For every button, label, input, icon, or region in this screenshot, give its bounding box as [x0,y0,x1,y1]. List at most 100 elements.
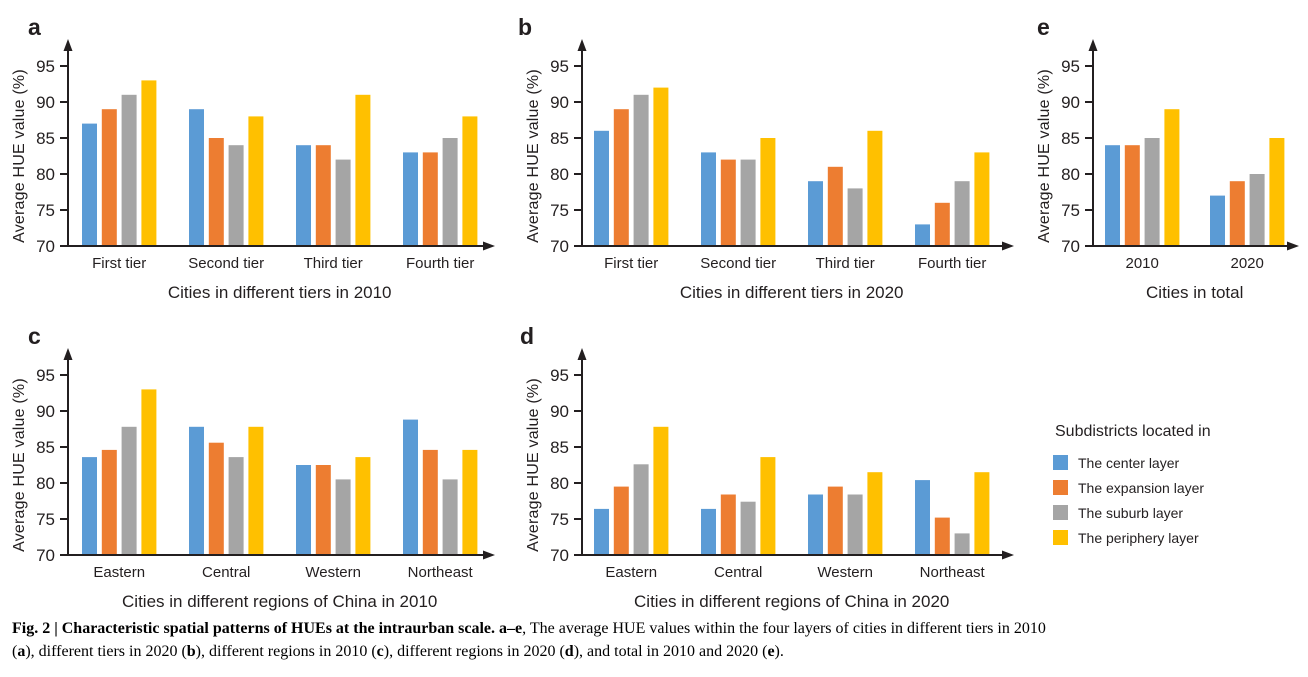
bar-chart-d: Eastern Central Western Northeast 70 75 80 85 90… [525,348,1014,611]
y-tick-label: 85 [550,129,569,148]
bar-expansion-3 [422,449,438,555]
y-axis-title: Average HUE value (%) [525,69,542,243]
bar-expansion-0 [1124,145,1140,246]
legend-title: Subdistricts located in [1055,423,1211,440]
category-label: First tier [92,255,146,272]
y-tick-label: 90 [550,93,569,112]
category-label: 2020 [1231,255,1264,272]
bar-periphery-1 [248,116,264,247]
chart-d-regions-2020: Eastern Central Western Northeast 70 75 80 85 90… [512,341,1019,618]
bar-suburb-0 [633,94,649,246]
y-tick-label: 70 [550,546,569,565]
bar-center-3 [403,152,418,246]
y-axis-title: Average HUE value (%) [11,378,28,552]
y-tick-label: 80 [36,165,55,184]
category-label: Second tier [188,255,264,272]
legend-items: The center layer The expansion layer The s… [1053,450,1303,550]
y-tick-label: 80 [550,165,569,184]
expansion-swatch [1053,480,1068,495]
bar-periphery-0 [653,426,669,555]
bar-suburb-3 [442,138,458,246]
category-label: Central [202,564,250,581]
bar-center-0 [82,123,97,246]
legend-item-suburb: The suburb layer [1053,500,1303,525]
suburb-swatch [1053,505,1068,520]
bar-center-2 [808,494,823,555]
y-axis-title: Average HUE value (%) [525,378,542,552]
panel-c-label: c [28,323,41,349]
category-label: Third tier [816,255,875,272]
bar-expansion-1 [720,494,736,555]
x-axis-arrow [483,241,495,251]
y-axis-title: Average HUE value (%) [11,69,28,243]
bar-center-3 [403,419,418,555]
bar-suburb-0 [633,464,649,555]
bar-expansion-0 [101,449,117,555]
bar-chart-c: Eastern Central Western Northeast 70 75 80 85 90… [11,348,495,611]
category-label: Eastern [605,564,657,581]
bar-center-3 [915,480,930,555]
y-tick-label: 95 [36,366,55,385]
category-label: Eastern [93,564,145,581]
bar-center-3 [915,224,930,246]
bar-expansion-2 [315,465,331,555]
bar-suburb-2 [335,479,351,555]
y-tick-label: 75 [550,510,569,529]
panel-a-label: a [28,14,41,40]
x-axis-arrow [1287,241,1299,251]
y-axis-arrow [577,39,587,51]
x-axis-arrow [483,550,495,560]
y-tick-label: 70 [1061,237,1080,256]
bar-periphery-0 [141,80,157,247]
y-axis-arrow [1088,39,1098,51]
y-tick-label: 75 [1061,201,1080,220]
bar-center-2 [296,145,311,246]
category-label: Western [817,564,873,581]
bar-chart-a: First tier Second tier Third tier Fourth ti… [11,39,495,302]
chart-b-tiers-2020: First tier Second tier Third tier Fourth ti… [512,32,1019,309]
bar-center-0 [82,457,97,555]
figure-caption: Fig. 2 | Characteristic spatial patterns… [12,620,1046,660]
bar-center-1 [701,508,716,555]
bar-periphery-0 [653,87,669,246]
category-label: Northeast [920,564,986,581]
panel-c: c Eastern Central Western Northeast 70 75 80 85… [8,317,508,617]
bar-expansion-2 [827,486,843,555]
x-axis-title: Cities in different tiers in 2020 [680,283,904,302]
bar-expansion-3 [422,152,438,246]
bar-expansion-3 [934,517,950,555]
bar-center-0 [1105,145,1120,246]
y-tick-label: 95 [1061,57,1080,76]
y-axis-arrow [63,348,73,360]
bar-periphery-2 [867,472,883,555]
x-axis-title: Cities in different regions of China in … [634,592,949,611]
bar-center-1 [189,426,204,555]
bar-suburb-1 [740,159,756,246]
category-label: Western [305,564,361,581]
bar-suburb-3 [954,533,970,555]
x-axis-title: Cities in different tiers in 2010 [168,283,392,302]
panel-d-label: d [520,323,535,349]
y-tick-label: 95 [550,57,569,76]
y-tick-label: 90 [550,402,569,421]
panel-e: e 2010 2020 70 75 80 85 90 95 Average HUE value … [1025,8,1303,308]
periphery-swatch [1053,530,1068,545]
y-tick-label: 90 [36,93,55,112]
x-axis-title: Cities in total [1146,283,1243,302]
legend: Subdistricts located in The center layer… [1053,423,1303,550]
bar-suburb-0 [1144,138,1160,246]
legend-item-label: The expansion layer [1078,479,1205,496]
bar-center-0 [594,508,609,555]
panel-b-label: b [518,14,533,40]
y-tick-label: 85 [550,438,569,457]
y-tick-label: 80 [36,474,55,493]
bar-periphery-0 [1164,109,1180,246]
y-tick-label: 75 [550,201,569,220]
bar-expansion-1 [208,442,224,555]
category-label: Second tier [700,255,776,272]
bar-periphery-2 [355,94,371,246]
bar-expansion-0 [613,486,629,555]
y-tick-label: 80 [1061,165,1080,184]
bar-expansion-2 [827,166,843,246]
bar-expansion-0 [613,109,629,246]
